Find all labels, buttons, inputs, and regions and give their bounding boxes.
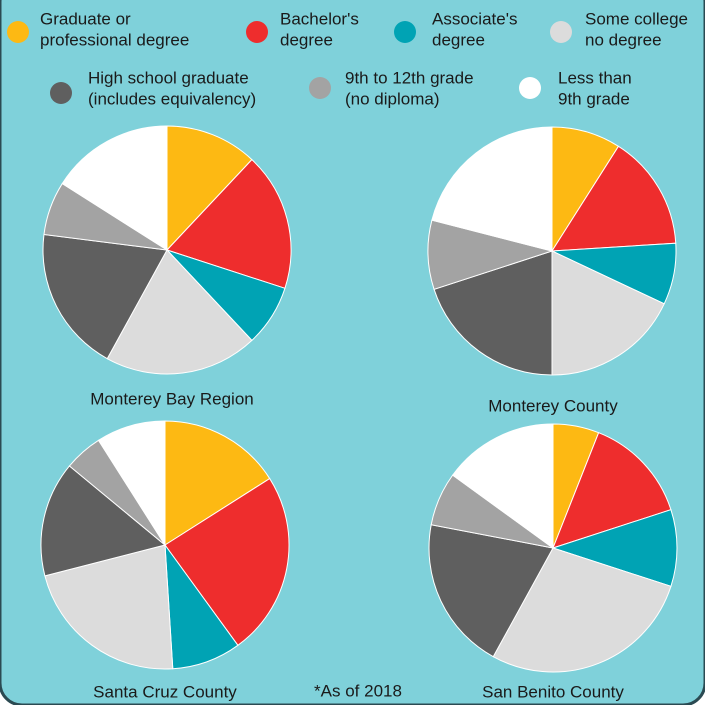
legend-swatch [394,21,416,43]
note: *As of 2018 [314,681,402,700]
legend-label: (includes equivalency) [88,89,256,108]
pie-slice [40,465,167,577]
pie-slice [551,145,677,252]
legend-label: High school graduate [88,68,249,87]
pie-slice [61,125,168,251]
pie-slice [166,125,253,252]
legend-label: 9th to 12th grade [345,68,474,87]
legend-swatch [519,77,541,99]
legend-label: degree [280,30,333,49]
pie-slice [164,477,290,647]
pie-slice [433,250,553,376]
pie-slice [551,250,665,376]
pie-slice [551,509,678,587]
legend-label: Graduate or [40,9,131,28]
legend-swatch [309,77,331,99]
pie-slice [492,547,672,673]
pie-slice [166,158,292,289]
pie-slice [428,524,554,658]
chart-title: Monterey County [488,396,618,415]
chart-title: Santa Cruz County [93,682,237,701]
pie-slice [451,423,554,549]
legend-swatch [550,21,572,43]
chart-title: Monterey Bay Region [90,389,253,408]
pie-slice [44,544,174,670]
legend-swatch [7,21,29,43]
legend-label: 9th grade [558,89,630,108]
legend-label: Some college [585,9,688,28]
pie-slice [431,126,553,252]
legend-label: no degree [585,30,662,49]
legend-label: professional degree [40,30,189,49]
pie-slice [97,420,166,547]
legend-swatch [246,21,268,43]
legend-label: degree [432,30,485,49]
legend-label: Associate's [432,9,517,28]
legend-label: (no diploma) [345,89,440,108]
legend-label: Bachelor's [280,9,359,28]
legend-swatch [50,82,72,104]
legend-label: Less than [558,68,632,87]
pie-slice [42,233,168,360]
pie-slice [164,420,271,546]
pie-slice [106,249,253,375]
chart-title: San Benito County [482,682,624,701]
